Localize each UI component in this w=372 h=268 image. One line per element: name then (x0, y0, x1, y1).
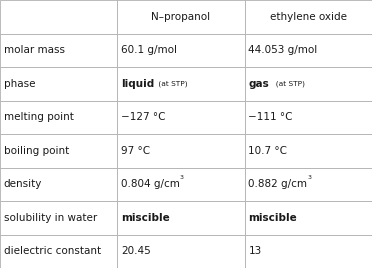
Text: 3: 3 (308, 175, 311, 180)
Text: 0.804 g/cm: 0.804 g/cm (121, 179, 180, 189)
Text: 0.882 g/cm: 0.882 g/cm (248, 179, 308, 189)
Text: solubility in water: solubility in water (4, 213, 97, 223)
Bar (245, 67, 372, 100)
Text: gas: gas (248, 79, 269, 89)
Text: dielectric constant: dielectric constant (4, 246, 101, 256)
Text: (at STP): (at STP) (155, 80, 187, 87)
Bar (117, 67, 245, 100)
Bar (245, 100, 372, 134)
Text: miscible: miscible (248, 213, 297, 223)
Bar (0, 0, 117, 34)
Text: phase: phase (4, 79, 35, 89)
Text: 20.45: 20.45 (121, 246, 151, 256)
Text: −127 °C: −127 °C (121, 112, 166, 122)
Bar (0, 234, 117, 268)
Text: molar mass: molar mass (4, 45, 65, 55)
Text: 44.053 g/mol: 44.053 g/mol (248, 45, 318, 55)
Text: melting point: melting point (4, 112, 74, 122)
Bar (245, 234, 372, 268)
Bar (117, 0, 245, 34)
Bar (245, 34, 372, 67)
Text: (at STP): (at STP) (271, 80, 305, 87)
Text: N–propanol: N–propanol (151, 12, 211, 22)
Bar (0, 201, 117, 234)
Bar (117, 168, 245, 201)
Bar (245, 168, 372, 201)
Bar (117, 100, 245, 134)
Bar (0, 100, 117, 134)
Bar (0, 34, 117, 67)
Bar (117, 234, 245, 268)
Text: miscible: miscible (121, 213, 170, 223)
Bar (117, 134, 245, 168)
Text: 3: 3 (180, 175, 184, 180)
Text: 97 °C: 97 °C (121, 146, 150, 156)
Bar (245, 134, 372, 168)
Bar (0, 134, 117, 168)
Bar (245, 0, 372, 34)
Text: 60.1 g/mol: 60.1 g/mol (121, 45, 177, 55)
Text: boiling point: boiling point (4, 146, 69, 156)
Bar (0, 168, 117, 201)
Text: −111 °C: −111 °C (248, 112, 293, 122)
Bar (117, 34, 245, 67)
Text: 10.7 °C: 10.7 °C (248, 146, 288, 156)
Bar (245, 201, 372, 234)
Bar (117, 201, 245, 234)
Text: density: density (4, 179, 42, 189)
Bar (0, 67, 117, 100)
Text: liquid: liquid (121, 79, 154, 89)
Text: ethylene oxide: ethylene oxide (270, 12, 347, 22)
Text: 13: 13 (248, 246, 262, 256)
